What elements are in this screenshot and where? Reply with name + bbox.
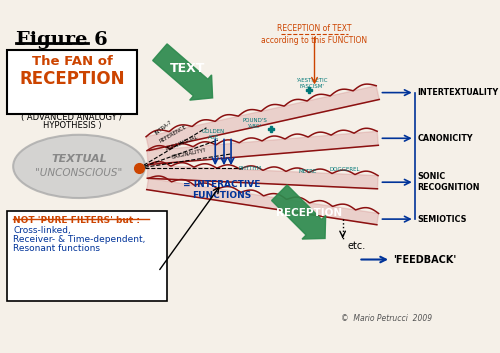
Text: TEXT: TEXT — [170, 61, 205, 74]
Text: METRE: METRE — [298, 169, 316, 174]
Text: RECEPTION: RECEPTION — [276, 208, 342, 218]
Text: PRE-LINGUAL: PRE-LINGUAL — [165, 134, 199, 151]
Text: INTERTEXTUALITY: INTERTEXTUALITY — [418, 88, 498, 97]
Text: SONIC
RECOGNITION: SONIC RECOGNITION — [418, 172, 480, 192]
Text: ( ADVANCED ANALOGY /: ( ADVANCED ANALOGY / — [22, 113, 122, 122]
FancyArrow shape — [272, 185, 326, 239]
Polygon shape — [146, 86, 380, 150]
Polygon shape — [148, 165, 378, 189]
Text: HYPOTHESIS ): HYPOTHESIS ) — [42, 121, 102, 131]
Text: RECEPTION: RECEPTION — [20, 71, 125, 88]
Text: RECEPTION of TEXT
according to this FUNCTION: RECEPTION of TEXT according to this FUNC… — [262, 24, 368, 45]
Text: = INTERACTIVE
FUNCTIONS: = INTERACTIVE FUNCTIONS — [182, 180, 260, 200]
Text: Resonant functions: Resonant functions — [13, 244, 100, 253]
Text: CANONICITY: CANONICITY — [418, 134, 473, 143]
Polygon shape — [147, 131, 378, 164]
Text: 'AESTHETIC
FASCISM': 'AESTHETIC FASCISM' — [296, 78, 328, 89]
Text: POUND'S
'ABC': POUND'S 'ABC' — [242, 118, 267, 129]
Text: DOGGEREL: DOGGEREL — [329, 167, 360, 172]
Text: ©  Mario Petrucci  2009: © Mario Petrucci 2009 — [341, 314, 432, 323]
FancyBboxPatch shape — [7, 211, 167, 301]
Text: GOLDEN
AGE: GOLDEN AGE — [202, 129, 225, 140]
Text: 'FEEDBACK': 'FEEDBACK' — [392, 255, 456, 264]
Text: The FAN of: The FAN of — [32, 55, 112, 68]
Text: INTRA-?: INTRA-? — [154, 119, 172, 136]
Text: Receiver- & Time-dependent,: Receiver- & Time-dependent, — [13, 235, 145, 244]
Ellipse shape — [13, 135, 145, 198]
Text: TEXTUAL: TEXTUAL — [51, 154, 107, 164]
Text: RHYTHM: RHYTHM — [239, 166, 262, 170]
Polygon shape — [146, 178, 378, 225]
Text: etc.: etc. — [347, 241, 366, 251]
Text: "UNCONSCIOUS": "UNCONSCIOUS" — [36, 168, 122, 178]
Text: REFERENCE: REFERENCE — [158, 124, 188, 144]
Text: ORIGINALITY?: ORIGINALITY? — [172, 148, 207, 160]
FancyArrow shape — [152, 44, 212, 100]
Text: Figure 6: Figure 6 — [16, 31, 108, 49]
FancyBboxPatch shape — [7, 49, 137, 114]
Text: SEMIOTICS: SEMIOTICS — [418, 215, 467, 223]
Text: Cross-linked,: Cross-linked, — [13, 226, 71, 235]
Text: NOT 'PURE FILTERS' but :: NOT 'PURE FILTERS' but : — [13, 216, 140, 226]
